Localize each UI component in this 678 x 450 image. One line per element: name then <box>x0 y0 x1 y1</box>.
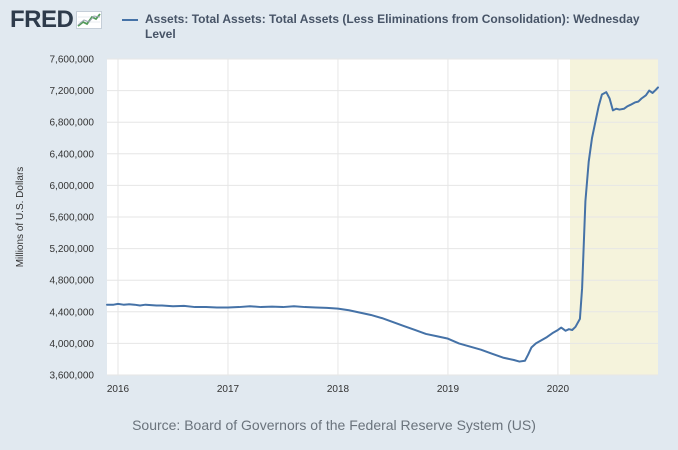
x-tick-label: 2018 <box>327 384 350 395</box>
series-lines <box>106 86 659 363</box>
y-tick-label: 5,200,000 <box>50 244 95 255</box>
x-tick-label: 2019 <box>437 384 460 395</box>
legend-series-label: Assets: Total Assets: Total Assets (Less… <box>145 12 640 41</box>
y-tick-label: 4,400,000 <box>50 307 95 318</box>
y-tick-label: 3,600,000 <box>50 371 95 382</box>
x-tick-label: 2016 <box>107 384 130 395</box>
chart-graph-icon <box>76 11 103 29</box>
y-tick-label: 4,800,000 <box>50 276 95 287</box>
y-tick-label: 7,600,000 <box>50 55 95 66</box>
source-note: Source: Board of Governors of the Federa… <box>132 417 536 433</box>
y-tick-label: 6,000,000 <box>50 181 95 192</box>
y-axis-title: Millions of U.S. Dollars <box>15 167 26 268</box>
y-tick-label: 4,000,000 <box>50 339 95 350</box>
chart-header: FRED Assets: Total Assets: Total Assets … <box>0 0 678 56</box>
y-tick-label: 5,600,000 <box>50 213 95 224</box>
gridlines <box>107 58 658 376</box>
x-tick-label: 2020 <box>547 384 570 395</box>
y-tick-label: 7,200,000 <box>50 86 95 97</box>
y-tick-label: 6,800,000 <box>50 118 95 129</box>
series-line-0 <box>106 86 659 363</box>
x-tick-label: 2017 <box>217 384 240 395</box>
y-axis-ticks: 3,600,000 4,000,000 4,400,000 4,800,000 5,20… <box>50 55 95 382</box>
legend-series-swatch <box>122 19 138 21</box>
x-axis-ticks: 2016 2017 2018 2019 2020 <box>107 384 570 395</box>
fred-logo-text: FRED <box>10 6 74 33</box>
y-tick-label: 6,400,000 <box>50 149 95 160</box>
fred-logo[interactable]: FRED <box>10 6 103 33</box>
chart-legend[interactable]: Assets: Total Assets: Total Assets (Less… <box>122 12 662 42</box>
